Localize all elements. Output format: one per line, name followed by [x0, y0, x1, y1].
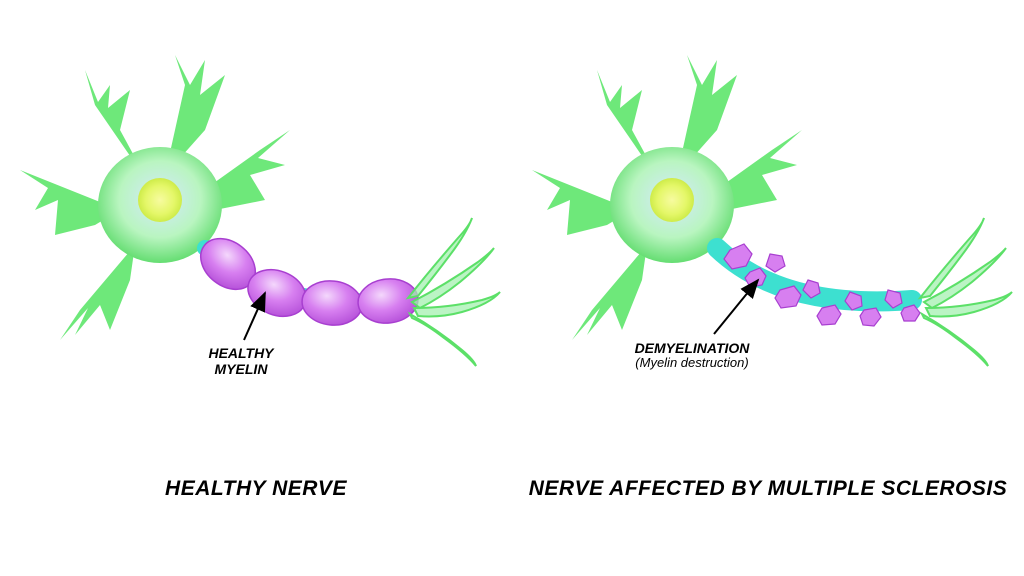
title-ms: NERVE AFFECTED BY MULTIPLE SCLEROSIS [512, 477, 1024, 501]
panel-healthy-nerve: HEALTHY MYELIN HEALTHY NERVE [0, 0, 512, 576]
callout-demyelination: DEMYELINATION (Myelin destruction) [612, 340, 772, 371]
callout-line2: MYELIN [196, 361, 286, 377]
callout-line2: (Myelin destruction) [612, 356, 772, 371]
callout-healthy-myelin: HEALTHY MYELIN [196, 345, 286, 377]
panel-ms-nerve: DEMYELINATION (Myelin destruction) NERVE… [512, 0, 1024, 576]
nucleus [650, 178, 694, 222]
nucleus [138, 178, 182, 222]
callout-arrow [714, 280, 758, 334]
axon-terminals [920, 218, 1012, 366]
axon-terminals [408, 218, 500, 366]
callout-line1: DEMYELINATION [612, 340, 772, 356]
myelin-sheaths [191, 228, 420, 328]
title-healthy: HEALTHY NERVE [0, 477, 512, 501]
callout-line1: HEALTHY [196, 345, 286, 361]
